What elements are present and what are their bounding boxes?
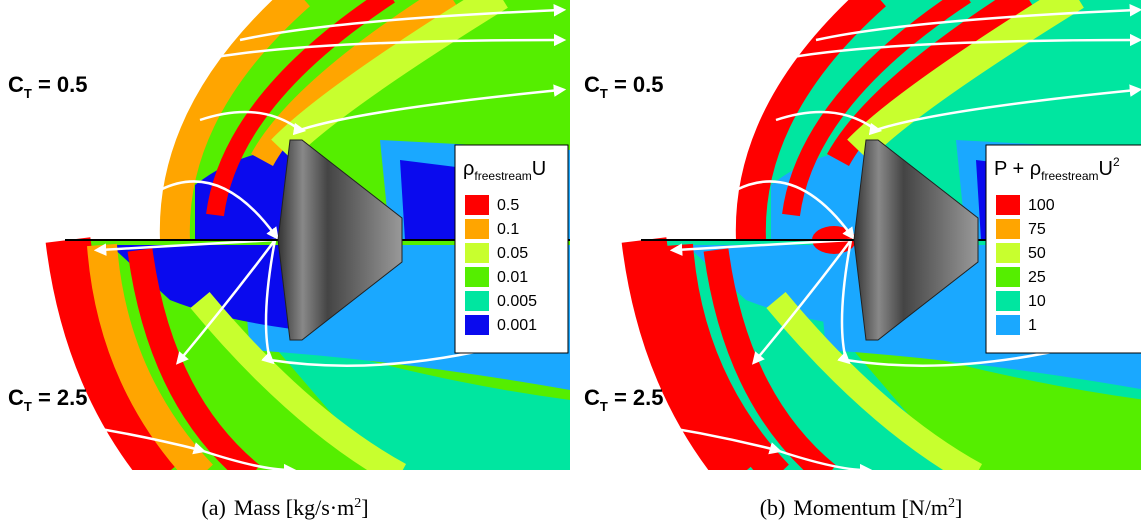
title-pre: P + ρ: [994, 158, 1041, 180]
contour-band: [782, 0, 971, 217]
contour-band: [190, 291, 407, 470]
flow-field: [39, 0, 570, 470]
legend-label: 50: [1028, 245, 1046, 262]
label-rest: = 0.5: [608, 72, 664, 97]
zone: [686, 245, 876, 330]
caption-sup: 2: [948, 496, 955, 511]
legend-swatch: [996, 219, 1020, 239]
caption: (a) Mass [kg/s·m2]: [201, 495, 368, 520]
thrust-label: CT = 0.5: [584, 72, 664, 101]
label-rest: = 0.5: [32, 72, 88, 97]
label-main: C: [8, 72, 24, 97]
streamline: [751, 239, 852, 365]
contour-band: [159, 0, 310, 241]
title-sub: freestream: [1041, 169, 1098, 183]
contour-band: [45, 237, 183, 470]
legend-label: 75: [1028, 221, 1046, 238]
streamline: [199, 33, 567, 62]
streamline: [775, 84, 1141, 136]
legend-label: 0.005: [497, 293, 537, 310]
streamline: [175, 239, 276, 365]
legend-swatch: [465, 291, 489, 311]
legend-label: 1: [1028, 317, 1037, 334]
legend-swatch: [465, 195, 489, 215]
legend: ρfreestreamU 0.5 0.1 0.05 0.01 0.005 0.001: [454, 144, 569, 354]
zone: [110, 245, 300, 330]
title-post: U: [1099, 158, 1113, 180]
label-sub: T: [600, 86, 608, 101]
legend-label: 0.1: [497, 221, 519, 238]
legend-title: ρfreestreamU: [463, 158, 546, 183]
label-rest: = 2.5: [32, 385, 88, 410]
legend-title: P + ρfreestreamU2: [994, 155, 1120, 183]
legend-swatch: [465, 267, 489, 287]
title-pre: ρ: [463, 158, 474, 180]
title-sub: freestream: [474, 169, 531, 183]
contour-band: [621, 237, 759, 470]
legend-swatch: [996, 195, 1020, 215]
caption-end: ]: [361, 495, 368, 520]
contour-band: [206, 0, 395, 217]
legend-label: 25: [1028, 269, 1046, 286]
streamline: [775, 33, 1141, 62]
thrust-label: CT = 0.5: [8, 72, 88, 101]
capsule: [277, 139, 403, 341]
contour-band: [735, 0, 886, 241]
streamline: [39, 418, 297, 470]
legend-swatch: [996, 315, 1020, 335]
streamline: [199, 84, 567, 136]
label-main: C: [584, 72, 600, 97]
caption-sup: 2: [354, 496, 361, 511]
title-sup: 2: [1113, 155, 1120, 169]
contour-band: [663, 243, 789, 470]
label-sub: T: [24, 86, 32, 101]
legend-label: 10: [1028, 293, 1046, 310]
caption-text: Mass [kg/s·m: [234, 495, 354, 520]
label-sub: T: [24, 399, 32, 414]
caption-end: ]: [955, 495, 962, 520]
caption: (b) Momentum [N/m2]: [760, 495, 963, 520]
label-sub: T: [600, 399, 608, 414]
contour-band: [766, 291, 983, 470]
thrust-label: CT = 2.5: [584, 385, 664, 414]
streamline: [93, 238, 276, 256]
streamline: [239, 4, 567, 42]
thrust-label: CT = 2.5: [8, 385, 88, 414]
legend-swatch: [465, 219, 489, 239]
legend-label: 0.01: [497, 269, 528, 286]
label-main: C: [584, 385, 600, 410]
legend-label: 0.5: [497, 197, 519, 214]
legend-swatch: [996, 267, 1020, 287]
legend-label: 0.05: [497, 245, 528, 262]
legend-swatch: [996, 291, 1020, 311]
legend-label: 100: [1028, 197, 1055, 214]
caption-tag: (a): [201, 495, 225, 520]
caption-tag: (b): [760, 495, 786, 520]
streamline: [159, 180, 279, 241]
capsule: [853, 139, 979, 341]
streamline: [615, 418, 873, 470]
legend: P + ρfreestreamU2 100 75 50 25 10 1: [985, 144, 1141, 354]
panel-b: CT = 0.5CT = 2.5P + ρfreestreamU21007550…: [584, 0, 1141, 520]
title-post: U: [532, 158, 546, 180]
legend-swatch: [996, 243, 1020, 263]
contour-band: [87, 243, 213, 470]
streamline: [735, 180, 855, 241]
caption-text: Momentum [N/m: [793, 495, 948, 520]
panel-a: CT = 0.5CT = 2.5ρfreestreamU0.50.10.050.…: [8, 0, 570, 520]
legend-swatch: [465, 315, 489, 335]
streamline: [669, 238, 852, 256]
streamline: [815, 4, 1141, 42]
legend-label: 0.001: [497, 317, 537, 334]
legend-swatch: [465, 243, 489, 263]
label-rest: = 2.5: [608, 385, 664, 410]
label-main: C: [8, 385, 24, 410]
